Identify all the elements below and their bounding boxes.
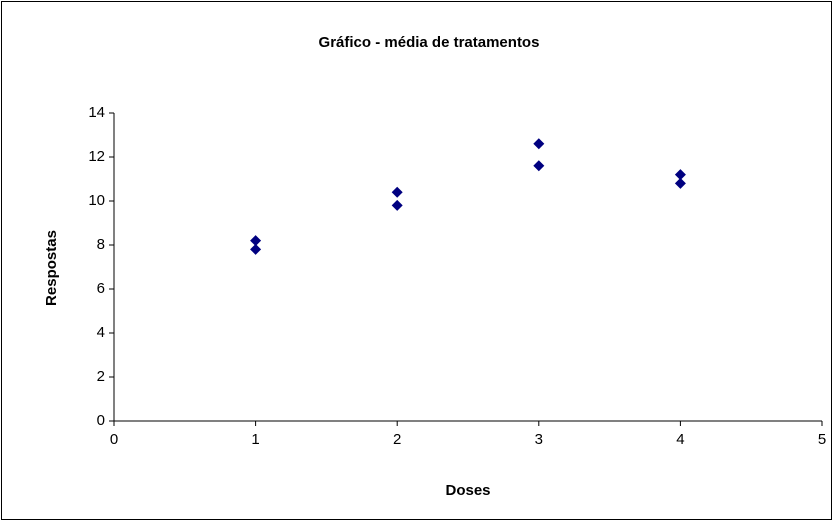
point <box>674 169 686 181</box>
x-tick-label: 4 <box>676 431 684 448</box>
x-tick-label: 2 <box>393 431 401 448</box>
y-tick-label: 0 <box>97 412 105 429</box>
y-axis-label: Respostas <box>43 230 60 306</box>
point <box>391 186 403 198</box>
x-tick-label: 1 <box>251 431 259 448</box>
x-tick-label: 3 <box>535 431 543 448</box>
point <box>533 138 545 150</box>
y-tick-label: 14 <box>88 104 105 121</box>
point <box>250 235 262 247</box>
y-tick-label: 12 <box>88 148 105 165</box>
y-tick-label: 4 <box>97 324 105 341</box>
point <box>250 243 262 255</box>
point <box>674 177 686 189</box>
y-tick-label: 2 <box>97 368 105 385</box>
x-tick-label: 5 <box>818 431 826 448</box>
point <box>533 160 545 172</box>
y-tick-label: 6 <box>97 280 105 297</box>
y-tick-label: 8 <box>97 236 105 253</box>
x-axis-label: Doses <box>445 482 490 499</box>
y-tick-label: 10 <box>88 192 105 209</box>
chart-title: Gráfico - média de tratamentos <box>319 34 540 51</box>
x-tick-label: 0 <box>110 431 118 448</box>
point <box>391 199 403 211</box>
